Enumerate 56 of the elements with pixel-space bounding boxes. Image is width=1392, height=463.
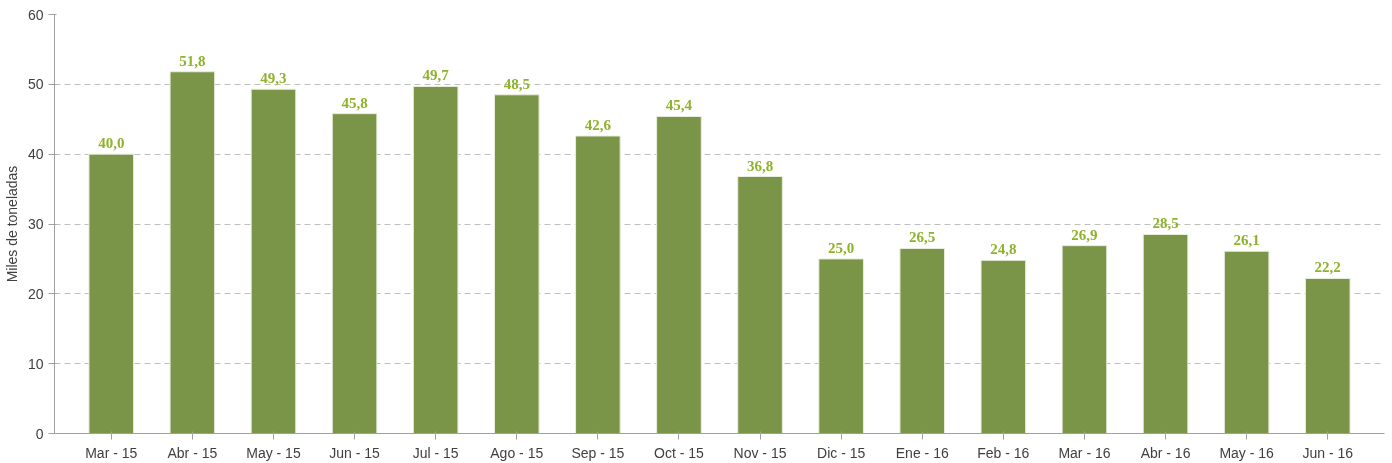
y-tick-label: 20 (27, 285, 44, 302)
bar (656, 115, 702, 434)
x-tick-label: Sep - 15 (571, 444, 625, 461)
x-tick-label: Abr - 15 (167, 444, 218, 461)
data-label: 26,9 (1071, 226, 1098, 243)
x-tick-label: May - 15 (246, 444, 301, 461)
bar (899, 247, 946, 434)
data-label: 25,0 (828, 239, 855, 256)
bar (1223, 250, 1270, 434)
y-tick-label: 50 (27, 76, 44, 93)
x-tick-label: Oct - 15 (654, 444, 705, 461)
bar (493, 94, 540, 434)
x-tick-label: May - 16 (1219, 444, 1275, 461)
x-tick-label: Jul - 15 (412, 444, 459, 461)
bar (1304, 277, 1351, 434)
bar (1142, 233, 1189, 434)
y-tick-label: 30 (27, 216, 44, 232)
x-tick-label: Jun - 16 (1302, 444, 1354, 461)
data-label: 36,8 (746, 157, 774, 174)
data-label: 24,8 (990, 241, 1017, 258)
x-tick-label: Abr - 16 (1140, 444, 1191, 461)
data-label: 49,7 (422, 67, 450, 84)
bar (818, 258, 864, 434)
y-axis-title: Miles de toneladas (3, 165, 20, 283)
x-tick-label: Ene - 16 (895, 444, 949, 461)
x-tick-label: Feb - 16 (977, 444, 1030, 461)
x-tick-label: Dic - 15 (817, 444, 866, 461)
x-tick-label: Mar - 16 (1058, 444, 1111, 461)
x-tick-label: Mar - 15 (85, 444, 138, 461)
data-label: 45,8 (341, 94, 368, 111)
data-label: 26,1 (1233, 232, 1260, 249)
data-label: 49,3 (260, 70, 287, 87)
data-label: 45,4 (665, 97, 693, 114)
data-label: 51,8 (179, 52, 206, 69)
data-label: 48,5 (503, 75, 530, 92)
x-tick-label: Jun - 15 (329, 444, 381, 461)
bar (1061, 245, 1108, 434)
y-tick-label: 60 (27, 6, 44, 23)
data-label: 42,6 (584, 117, 612, 134)
y-tick-label: 10 (27, 355, 44, 372)
bar (737, 176, 783, 434)
y-tick-label: 0 (35, 425, 44, 442)
bar (412, 85, 459, 434)
data-label: 22,2 (1314, 259, 1341, 276)
y-tick-label: 40 (27, 146, 44, 163)
bar (980, 259, 1027, 434)
bar (575, 135, 621, 434)
x-tick-label: Ago - 15 (490, 444, 544, 461)
bar (169, 71, 216, 434)
bar (331, 113, 378, 434)
x-tick-label: Nov - 15 (733, 444, 787, 461)
data-label: 40,0 (98, 135, 125, 152)
data-label: 28,5 (1152, 215, 1179, 232)
bar (250, 88, 297, 434)
data-label: 26,5 (909, 229, 936, 246)
bar (88, 153, 135, 434)
